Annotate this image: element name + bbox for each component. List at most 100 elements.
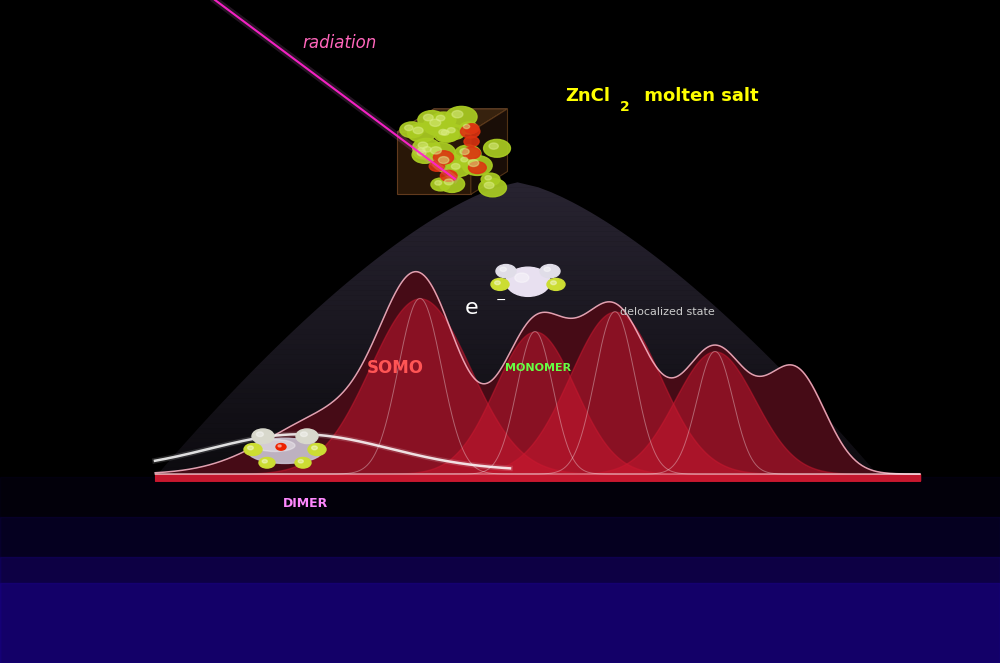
Text: radiation: radiation [303,34,377,52]
Circle shape [433,152,462,172]
Circle shape [461,157,468,162]
Polygon shape [355,271,680,276]
Circle shape [465,124,479,133]
Circle shape [463,147,480,159]
Circle shape [295,457,311,468]
Polygon shape [497,182,538,187]
Circle shape [296,429,318,444]
Circle shape [515,273,529,282]
Circle shape [418,111,446,129]
Circle shape [468,162,486,174]
Circle shape [441,130,449,135]
Polygon shape [172,453,863,457]
Circle shape [479,178,506,197]
Polygon shape [164,463,871,467]
Circle shape [434,126,458,142]
Text: molten salt: molten salt [638,87,759,105]
Circle shape [430,147,441,154]
Polygon shape [445,207,590,212]
Circle shape [484,139,510,157]
Circle shape [423,147,431,152]
Polygon shape [185,438,850,443]
Polygon shape [279,339,756,345]
Polygon shape [203,418,832,423]
Polygon shape [284,335,751,339]
Circle shape [418,142,428,149]
Circle shape [262,459,267,463]
Circle shape [489,143,498,149]
Polygon shape [245,374,790,379]
Text: ZnCl: ZnCl [565,87,610,105]
Circle shape [457,154,477,168]
Ellipse shape [255,440,295,452]
Circle shape [248,446,253,450]
Polygon shape [397,109,508,132]
Polygon shape [368,261,667,266]
Polygon shape [198,423,837,428]
Polygon shape [235,384,800,389]
Circle shape [405,125,413,131]
Circle shape [300,432,307,436]
Text: SOMO: SOMO [366,359,424,377]
Circle shape [417,150,426,156]
Polygon shape [338,286,697,290]
Circle shape [439,176,465,192]
Polygon shape [437,212,598,217]
Text: −: − [496,294,507,307]
Ellipse shape [248,438,322,463]
Polygon shape [294,325,741,330]
Polygon shape [484,187,551,192]
Polygon shape [471,109,508,194]
Circle shape [481,173,500,186]
Polygon shape [289,330,746,335]
Circle shape [278,445,281,447]
Circle shape [540,265,560,278]
Polygon shape [361,266,674,271]
Polygon shape [264,355,771,359]
Circle shape [446,106,477,127]
Circle shape [547,278,565,290]
Polygon shape [463,197,572,202]
Circle shape [495,281,500,284]
Circle shape [256,432,263,436]
Circle shape [485,176,491,180]
Polygon shape [176,448,859,453]
Circle shape [308,444,326,455]
Polygon shape [421,221,614,227]
Polygon shape [349,276,686,280]
Polygon shape [181,443,854,448]
Polygon shape [316,305,719,310]
Circle shape [276,444,286,450]
Circle shape [437,127,459,142]
Polygon shape [249,369,786,374]
Circle shape [484,182,494,188]
Circle shape [500,267,506,271]
Circle shape [429,161,445,171]
Polygon shape [168,457,867,463]
Circle shape [496,265,516,278]
Circle shape [252,429,274,444]
Circle shape [433,151,454,164]
Circle shape [418,148,425,152]
Circle shape [412,147,437,163]
Circle shape [444,179,453,185]
Polygon shape [393,241,642,246]
Polygon shape [300,320,735,325]
Polygon shape [321,300,714,305]
Polygon shape [327,296,708,300]
Circle shape [439,129,447,135]
Polygon shape [226,394,809,398]
Polygon shape [212,408,823,414]
Circle shape [551,281,556,284]
Circle shape [447,128,455,133]
Circle shape [460,122,478,134]
Polygon shape [254,364,781,369]
Circle shape [460,149,469,154]
Circle shape [460,125,480,138]
Circle shape [491,278,509,290]
Circle shape [430,119,441,127]
Polygon shape [374,256,661,261]
Circle shape [431,112,456,128]
Text: e: e [464,298,478,318]
Circle shape [423,114,433,121]
